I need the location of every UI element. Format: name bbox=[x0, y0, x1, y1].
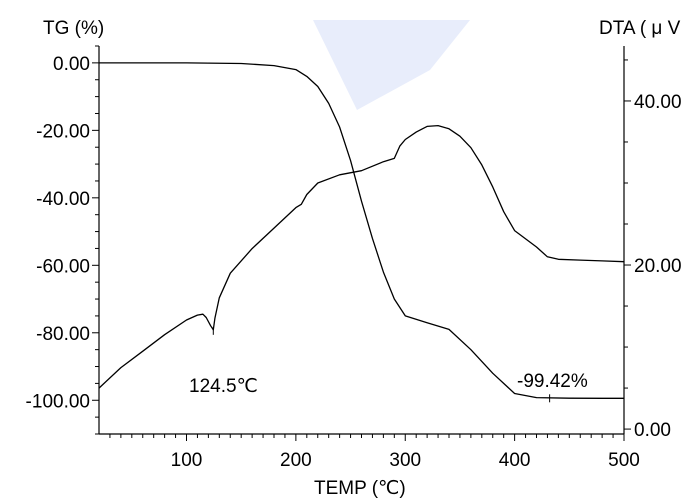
y-left-tick-label: -60.00 bbox=[36, 256, 90, 277]
x-tick-label: 100 bbox=[171, 450, 203, 471]
x-tick-label: 300 bbox=[389, 450, 421, 471]
y-right-tick-label: 40.00 bbox=[634, 92, 682, 113]
y-left-tick-label: -40.00 bbox=[36, 189, 90, 210]
series-lines bbox=[98, 62, 625, 403]
ticks: 100 200 300 400 500 0.00 -20.00 -40.00 -60.00 -80… bbox=[26, 45, 682, 471]
y-right-tick-label: 0.00 bbox=[634, 420, 671, 441]
y-right-axis-label: DTA ( μ V bbox=[599, 18, 681, 39]
y-left-tick-label: 0.00 bbox=[53, 54, 90, 75]
x-tick-label: 500 bbox=[608, 450, 640, 471]
x-tick-label: 200 bbox=[280, 450, 312, 471]
y-left-axis-label: TG (%) bbox=[43, 18, 104, 39]
y-left-tick-label: -80.00 bbox=[36, 324, 90, 345]
annotation-mass-loss: -99.42% bbox=[517, 371, 588, 392]
annotation-peak-temp: 124.5℃ bbox=[189, 376, 258, 397]
x-axis-label: TEMP (℃) bbox=[314, 478, 406, 498]
tg-curve bbox=[99, 62, 624, 399]
x-tick-label: 400 bbox=[499, 450, 531, 471]
y-left-tick-label: -100.00 bbox=[26, 391, 90, 412]
dta-curve bbox=[98, 124, 625, 389]
y-left-tick-label: -20.00 bbox=[36, 121, 90, 142]
y-right-tick-label: 20.00 bbox=[634, 256, 682, 277]
background-watermark bbox=[313, 20, 470, 110]
